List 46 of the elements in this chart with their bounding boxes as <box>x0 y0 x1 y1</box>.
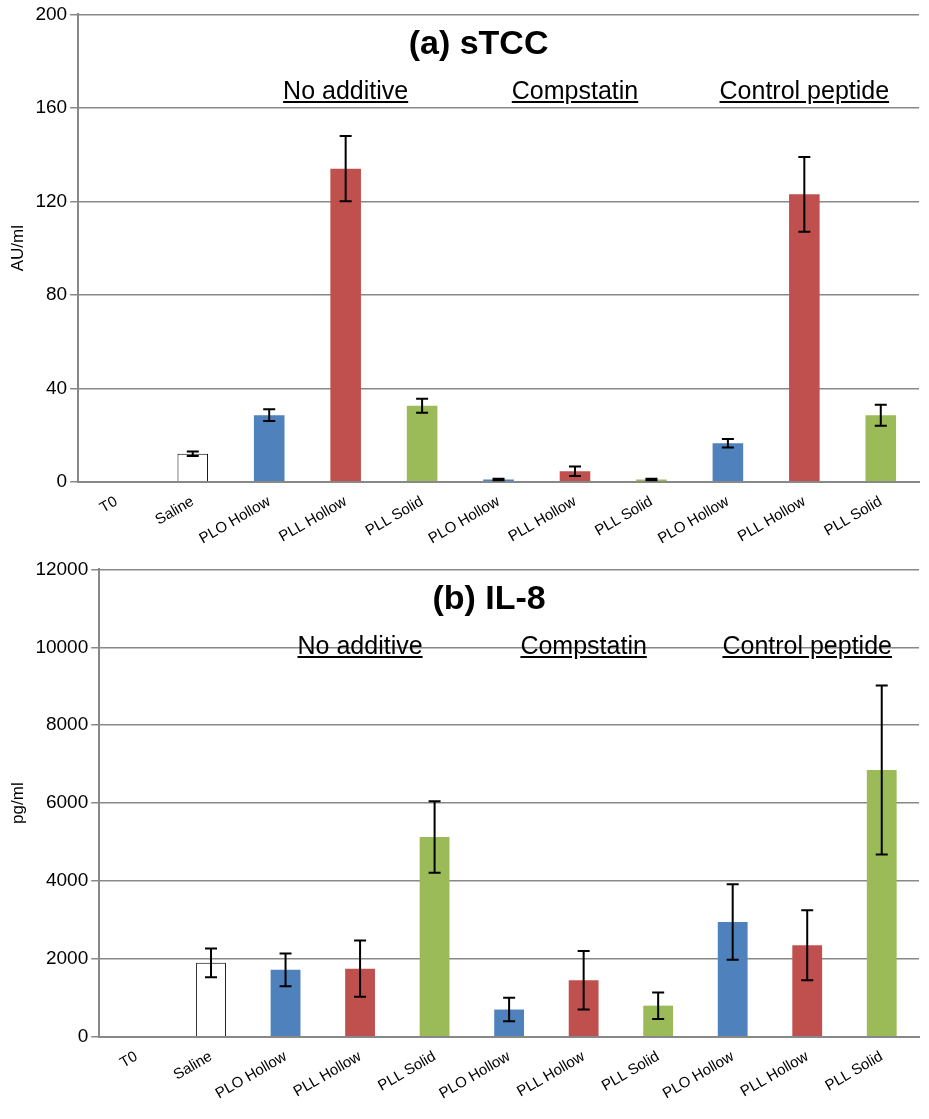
chart-title: (a) sTCC <box>408 23 549 62</box>
annotation: Compstatin <box>511 76 639 106</box>
y-tick-label: 160 <box>35 96 68 118</box>
annotation: Control peptide <box>719 76 890 106</box>
bar <box>330 168 361 482</box>
bar <box>643 1005 674 1037</box>
y-tick-label: 0 <box>56 470 68 492</box>
x-tick-label: T0 <box>116 1047 141 1071</box>
y-axis-title: AU/ml <box>7 224 27 272</box>
y-tick-label: 6000 <box>45 791 89 813</box>
bar <box>717 921 748 1037</box>
annotation: Compstatin <box>520 631 647 661</box>
x-tick-label: PLL Solid <box>362 492 426 539</box>
bar <box>406 405 438 482</box>
bar <box>345 968 375 1037</box>
bar <box>568 980 599 1037</box>
y-tick-label: 12000 <box>35 557 89 579</box>
bar <box>419 836 450 1037</box>
annotation: No additive <box>297 631 423 661</box>
annotation: No additive <box>283 76 409 106</box>
x-tick-label: T0 <box>96 492 120 516</box>
y-tick-label: 2000 <box>45 947 89 969</box>
chart-title: (b) IL-8 <box>432 578 546 617</box>
bar <box>792 945 823 1037</box>
y-tick-label: 40 <box>45 376 68 398</box>
y-tick-label: 0 <box>77 1025 89 1047</box>
bar <box>866 770 897 1037</box>
annotation: Control peptide <box>722 631 892 661</box>
bar <box>712 443 744 482</box>
y-tick-label: 200 <box>35 2 68 24</box>
y-tick-label: 120 <box>35 189 68 211</box>
bar <box>270 969 301 1037</box>
bar <box>789 194 820 482</box>
y-axis-title: pg/ml <box>7 782 27 824</box>
y-tick-label: 10000 <box>35 635 89 657</box>
x-tick-label: PLL Solid <box>591 492 656 539</box>
bar <box>253 415 285 482</box>
y-tick-label: 4000 <box>45 869 89 891</box>
y-tick-label: 8000 <box>45 713 89 735</box>
bar <box>494 1009 525 1037</box>
y-tick-label: 80 <box>45 283 68 305</box>
x-tick-label: PLL Solid <box>821 1047 886 1094</box>
x-tick-label: PLL Solid <box>374 1047 439 1094</box>
bar <box>865 415 897 482</box>
x-tick-label: PLL Solid <box>598 1047 662 1094</box>
x-tick-label: PLL Solid <box>820 492 885 539</box>
